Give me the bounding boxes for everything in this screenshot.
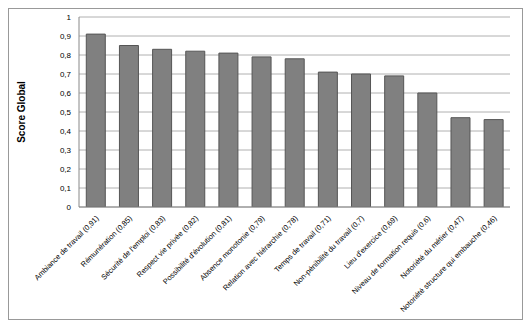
svg-text:0,2: 0,2 [60,165,72,174]
svg-text:Rémunération (0,85): Rémunération (0,85) [78,213,134,269]
svg-text:0,6: 0,6 [60,89,72,98]
svg-text:Lieu d'exercice (0,69): Lieu d'exercice (0,69) [342,213,399,270]
svg-text:0,3: 0,3 [60,146,72,155]
svg-text:Respect vie privée (0,82): Respect vie privée (0,82) [135,213,201,279]
svg-text:Possibilité d'évolution (0,81): Possibilité d'évolution (0,81) [161,213,234,287]
svg-text:0,7: 0,7 [60,70,72,79]
svg-text:0,9: 0,9 [60,32,72,41]
svg-text:Notoriété du métier (0,47): Notoriété du métier (0,47) [399,213,466,280]
svg-text:Ambiance de travail (0,91): Ambiance de travail (0,91) [32,213,101,282]
svg-text:Temps de travail (0,71): Temps de travail (0,71) [273,213,334,274]
svg-text:Relation avec hiérarchie (0,78: Relation avec hiérarchie (0,78) [221,213,300,293]
svg-text:0,4: 0,4 [60,127,72,136]
svg-text:1: 1 [67,13,72,22]
svg-text:Non-pénibilité du travail (0,7: Non-pénibilité du travail (0,7) [291,213,366,288]
svg-text:Notoriété structure qui embauc: Notoriété structure qui embauche (0,46) [398,213,498,313]
svg-text:Score Global: Score Global [16,81,27,143]
svg-text:Niveau de formation requis (0,: Niveau de formation requis (0,6) [350,213,433,296]
svg-text:Absence monotonie (0,79): Absence monotonie (0,79) [198,213,267,282]
svg-text:0,5: 0,5 [60,108,72,117]
svg-text:0,1: 0,1 [60,184,72,193]
svg-text:0,8: 0,8 [60,51,72,60]
svg-text:Sécurité de l'emploi (0,83): Sécurité de l'emploi (0,83) [99,213,167,281]
svg-text:0: 0 [67,203,72,212]
